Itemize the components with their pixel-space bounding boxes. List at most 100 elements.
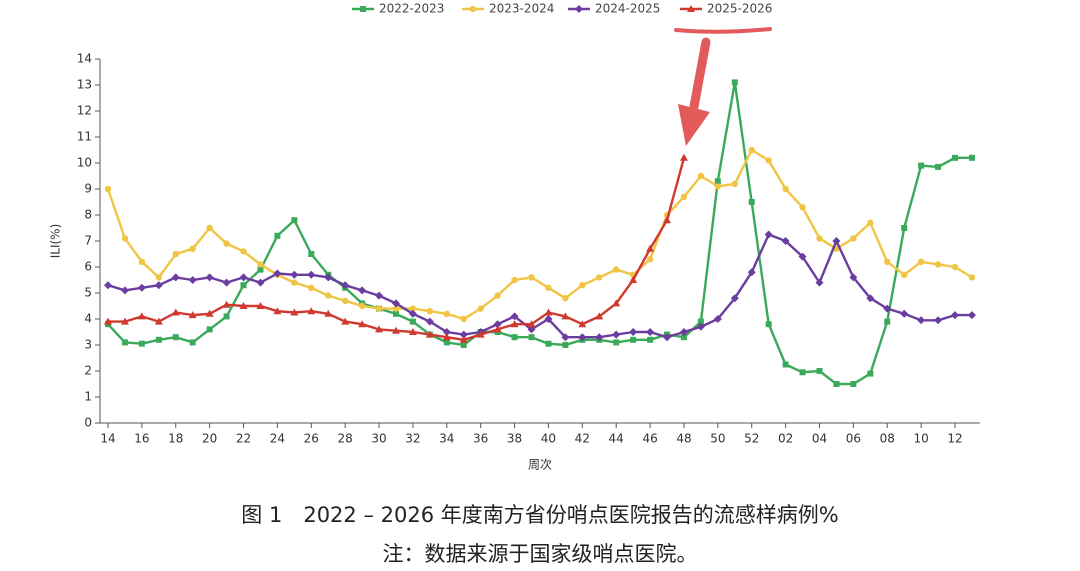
arrow-shaft <box>688 37 711 117</box>
point <box>171 308 180 316</box>
point <box>188 276 197 284</box>
point <box>510 312 519 321</box>
point <box>562 295 569 302</box>
point <box>647 336 654 343</box>
point <box>968 274 976 281</box>
point <box>104 317 112 325</box>
point <box>459 335 468 343</box>
point <box>307 307 316 315</box>
point <box>120 317 129 325</box>
x-tick-label: 42 <box>575 432 590 446</box>
point <box>223 313 230 320</box>
point <box>104 185 112 193</box>
point <box>290 308 299 316</box>
series-line <box>106 148 973 321</box>
x-tick-label: 44 <box>609 432 624 446</box>
point <box>867 219 874 226</box>
point <box>206 326 213 333</box>
point <box>408 328 417 335</box>
point <box>375 305 383 312</box>
point <box>849 273 858 282</box>
x-tick-label: 48 <box>676 432 691 446</box>
point <box>409 305 417 312</box>
point <box>443 339 450 346</box>
x-tick-label: 36 <box>473 432 488 446</box>
point <box>833 381 840 387</box>
series <box>104 230 976 342</box>
point <box>697 318 704 325</box>
y-tick-label: 11 <box>77 130 92 144</box>
point <box>765 157 772 164</box>
y-tick-label: 14 <box>77 52 92 66</box>
point <box>222 278 231 287</box>
point <box>222 300 231 308</box>
point <box>493 320 502 329</box>
point <box>426 308 434 315</box>
point <box>120 286 129 295</box>
point <box>375 325 384 333</box>
point <box>442 333 451 341</box>
point <box>630 336 637 343</box>
point <box>917 316 926 325</box>
point <box>155 336 162 343</box>
point <box>360 6 366 12</box>
point <box>358 320 367 328</box>
point <box>679 153 688 161</box>
point <box>679 328 688 336</box>
point <box>545 284 552 291</box>
point <box>663 216 672 224</box>
y-tick-label: 7 <box>84 234 92 248</box>
point <box>613 339 620 346</box>
y-tick-label: 10 <box>77 156 92 170</box>
y-tick-label: 3 <box>84 338 92 352</box>
x-tick-label: 24 <box>270 432 285 446</box>
point <box>510 320 519 328</box>
point <box>934 261 942 268</box>
point <box>575 5 583 13</box>
point <box>832 237 841 245</box>
point <box>866 294 875 303</box>
y-tick-label: 12 <box>77 104 92 118</box>
series <box>104 146 976 323</box>
point <box>104 281 112 290</box>
point <box>257 261 264 268</box>
point <box>154 281 163 290</box>
point <box>545 340 552 347</box>
point <box>883 304 892 313</box>
point <box>511 276 518 284</box>
point <box>595 333 604 342</box>
x-tick-label: 16 <box>134 432 149 446</box>
point <box>646 244 655 252</box>
point <box>951 263 959 271</box>
x-tick-label: 32 <box>405 432 420 446</box>
point <box>952 154 958 161</box>
x-tick-label: 26 <box>304 432 319 446</box>
x-tick-label: 34 <box>439 432 454 446</box>
point <box>816 235 823 242</box>
point <box>747 268 756 277</box>
legend-item: 2022-2023 <box>352 2 444 16</box>
point <box>493 325 502 333</box>
point <box>291 217 298 224</box>
point <box>240 248 247 255</box>
point <box>765 321 772 328</box>
y-tick-label: 8 <box>84 208 92 222</box>
point <box>850 235 857 242</box>
point <box>155 274 163 281</box>
point <box>205 273 214 282</box>
x-tick-label: 40 <box>541 432 556 446</box>
point <box>527 320 536 328</box>
point <box>696 322 705 331</box>
point <box>137 283 146 292</box>
point <box>884 318 891 325</box>
y-tick-label: 13 <box>77 78 92 92</box>
x-tick-label: 14 <box>100 432 115 446</box>
point <box>172 250 179 258</box>
point <box>815 278 824 287</box>
point <box>951 311 959 320</box>
point <box>274 232 281 239</box>
point <box>442 328 451 336</box>
point <box>443 310 450 317</box>
point <box>764 230 773 239</box>
